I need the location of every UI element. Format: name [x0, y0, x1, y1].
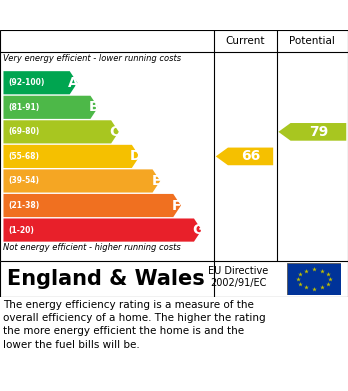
Text: EU Directive
2002/91/EC: EU Directive 2002/91/EC [208, 266, 269, 288]
Text: F: F [172, 199, 182, 213]
Text: Current: Current [226, 36, 265, 46]
Text: (21-38): (21-38) [9, 201, 40, 210]
Text: (69-80): (69-80) [9, 127, 40, 136]
Text: Potential: Potential [290, 36, 335, 46]
Polygon shape [3, 194, 181, 217]
Polygon shape [3, 219, 201, 242]
Text: England & Wales: England & Wales [7, 269, 205, 289]
Text: 79: 79 [309, 125, 328, 139]
Polygon shape [3, 120, 119, 143]
Polygon shape [278, 123, 346, 141]
Text: (92-100): (92-100) [9, 78, 45, 87]
Polygon shape [3, 96, 98, 119]
Text: (1-20): (1-20) [9, 226, 34, 235]
Text: Very energy efficient - lower running costs: Very energy efficient - lower running co… [3, 54, 182, 63]
Text: (81-91): (81-91) [9, 103, 40, 112]
Text: B: B [89, 100, 99, 114]
Text: (55-68): (55-68) [9, 152, 40, 161]
Text: D: D [129, 149, 141, 163]
Text: Energy Efficiency Rating: Energy Efficiency Rating [10, 7, 220, 23]
Text: A: A [68, 76, 79, 90]
Text: C: C [110, 125, 120, 139]
Polygon shape [3, 169, 160, 192]
Polygon shape [3, 71, 77, 94]
Text: (39-54): (39-54) [9, 176, 40, 185]
Polygon shape [216, 147, 273, 165]
Text: E: E [151, 174, 161, 188]
Text: G: G [192, 223, 203, 237]
Text: Not energy efficient - higher running costs: Not energy efficient - higher running co… [3, 244, 181, 253]
Text: 66: 66 [241, 149, 260, 163]
Polygon shape [3, 145, 140, 168]
Text: The energy efficiency rating is a measure of the
overall efficiency of a home. T: The energy efficiency rating is a measur… [3, 300, 266, 350]
